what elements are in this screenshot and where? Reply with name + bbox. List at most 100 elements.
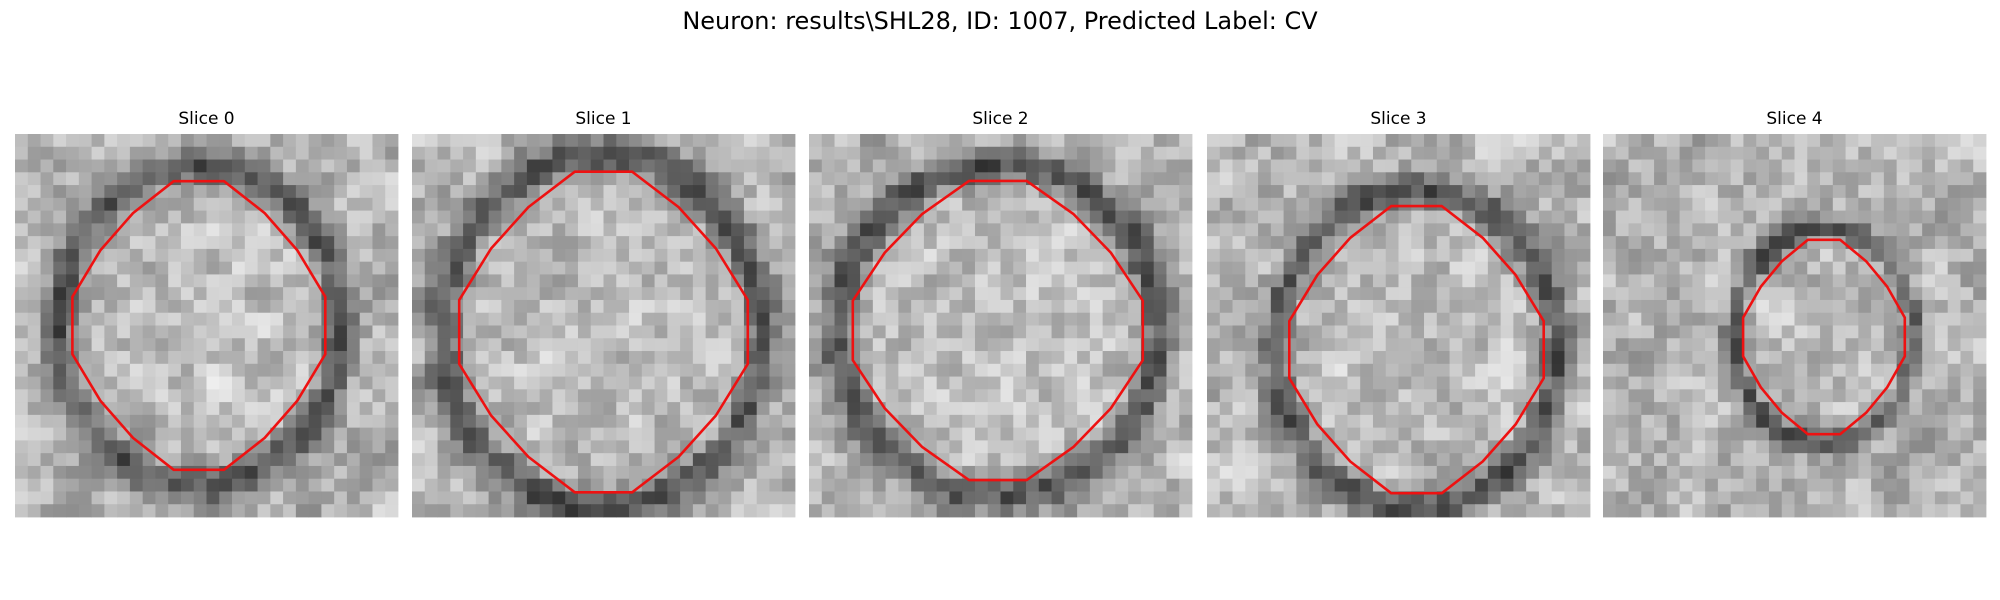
pixel: [565, 185, 579, 199]
pixel: [898, 504, 912, 518]
pixel: [1372, 159, 1387, 173]
pixel: [885, 274, 899, 288]
pixel: [809, 363, 823, 377]
pixel: [1321, 351, 1336, 365]
pixel: [1820, 453, 1834, 467]
pixel: [514, 299, 528, 314]
pixel: [1232, 427, 1246, 441]
pixel: [1947, 185, 1961, 199]
pixel: [974, 402, 989, 416]
pixel: [1666, 223, 1680, 237]
pixel: [1089, 172, 1104, 186]
pixel: [1756, 491, 1770, 505]
pixel: [385, 478, 399, 492]
pixel: [743, 236, 758, 250]
pixel: [1756, 440, 1770, 454]
pixel: [424, 197, 438, 211]
pixel: [987, 261, 1001, 275]
pixel: [1641, 236, 1655, 250]
pixel: [936, 389, 950, 403]
pixel: [834, 261, 848, 275]
pixel: [514, 338, 528, 352]
pixel: [1781, 363, 1795, 377]
pixel: [1411, 325, 1425, 339]
pixel: [283, 299, 297, 314]
pixel: [257, 299, 271, 314]
pixel: [590, 146, 604, 160]
pixel: [769, 134, 783, 148]
pixel: [692, 146, 707, 160]
pixel: [424, 427, 438, 441]
pixel: [949, 376, 963, 390]
pixel: [821, 197, 835, 211]
pixel: [692, 197, 707, 211]
pixel: [1730, 210, 1744, 224]
pixel: [1449, 197, 1463, 211]
panel-title: Slice 4: [1766, 109, 1822, 129]
pixel: [206, 210, 220, 224]
pixel: [1475, 402, 1489, 416]
pixel: [1270, 414, 1284, 429]
pixel: [603, 414, 617, 429]
pixel: [1309, 197, 1323, 211]
pixel: [1768, 376, 1783, 390]
pixel: [1692, 389, 1706, 403]
pixel: [1717, 351, 1732, 365]
pixel: [526, 465, 541, 480]
pixel: [257, 363, 271, 377]
pixel: [1128, 299, 1142, 314]
pixel: [1730, 197, 1744, 211]
pixel: [1934, 363, 1949, 377]
pixel: [539, 274, 553, 288]
pixel: [1219, 325, 1233, 339]
pixel: [1832, 453, 1846, 467]
pixel: [346, 210, 361, 224]
pixel: [412, 159, 426, 173]
pixel: [1128, 210, 1142, 224]
pixel: [1436, 146, 1450, 160]
pixel: [1207, 274, 1221, 288]
pixel: [1730, 287, 1744, 301]
pixel: [577, 338, 592, 352]
pixel: [117, 287, 131, 301]
pixel: [1513, 376, 1527, 390]
pixel: [168, 389, 182, 403]
pixel: [1551, 210, 1565, 224]
pixel: [1807, 146, 1821, 160]
pixel: [1705, 478, 1719, 492]
pixel: [27, 274, 41, 288]
pixel: [1832, 440, 1846, 454]
pixel: [1360, 453, 1374, 467]
pixel: [1577, 261, 1591, 275]
pixel: [27, 491, 41, 505]
pixel: [898, 159, 912, 173]
pixel: [1947, 504, 1961, 518]
pixel: [450, 236, 464, 250]
pixel: [1896, 312, 1910, 326]
pixel: [78, 351, 92, 365]
pixel: [654, 478, 668, 492]
pixel: [346, 172, 361, 186]
pixel: [629, 414, 643, 429]
pixel: [257, 159, 271, 173]
pixel: [847, 159, 861, 173]
pixel: [1245, 261, 1259, 275]
pixel: [1832, 312, 1846, 326]
pixel: [936, 312, 950, 326]
pixel: [705, 389, 719, 403]
pixel: [731, 389, 745, 403]
pixel: [1832, 402, 1846, 416]
pixel: [219, 351, 233, 365]
pixel: [1013, 236, 1027, 250]
pixel: [334, 248, 348, 263]
pixel: [1424, 197, 1438, 211]
pixel: [53, 312, 67, 326]
pixel: [1102, 172, 1116, 186]
pixel: [860, 223, 874, 237]
pixel: [1564, 491, 1578, 505]
pixel: [1743, 236, 1757, 250]
pixel: [718, 389, 732, 403]
pixel: [1551, 134, 1565, 148]
pixel: [1115, 287, 1129, 301]
pixel: [1934, 414, 1949, 429]
